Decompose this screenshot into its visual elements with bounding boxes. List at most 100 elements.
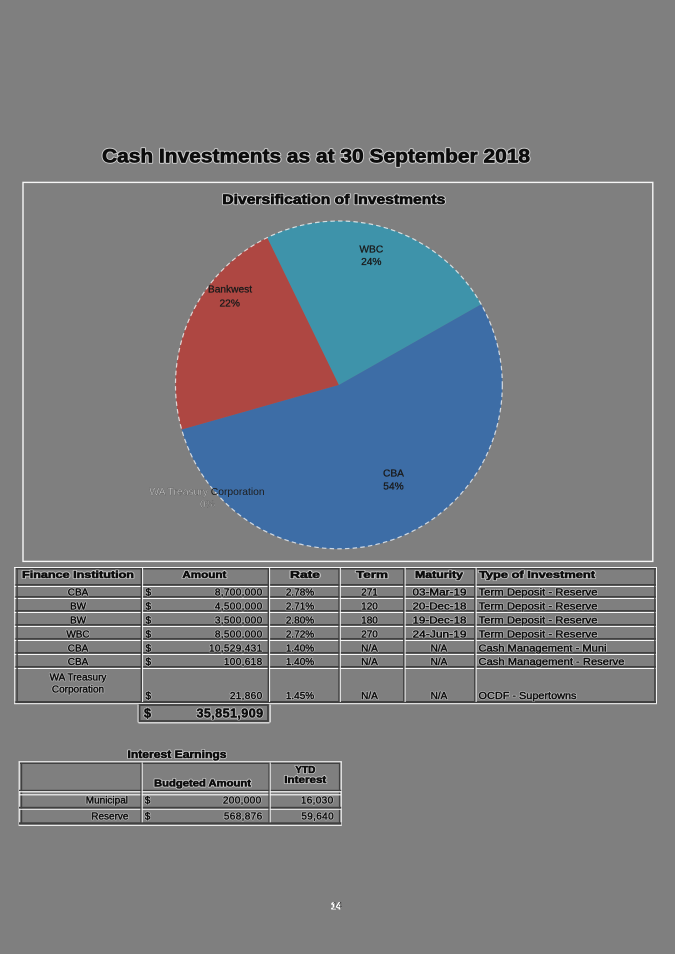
svg-text:2.80%: 2.80% [286,615,314,626]
svg-text:Reserve: Reserve [91,811,129,822]
svg-text:2.72%: 2.72% [286,629,314,640]
svg-text:100,618: 100,618 [224,657,263,668]
svg-text:Term Deposit - Reserve: Term Deposit - Reserve [479,601,598,612]
svg-text:2.80%: 2.80% [286,615,314,626]
svg-text:59,640: 59,640 [301,811,334,822]
svg-text:24-Jun-19: 24-Jun-19 [413,629,468,640]
svg-text:Finance Institution: Finance Institution [22,570,134,581]
svg-text:21,860: 21,860 [230,691,263,702]
svg-text:YTD: YTD [295,765,315,776]
svg-text:$: $ [146,691,152,702]
svg-text:19-Dec-18: 19-Dec-18 [413,615,467,626]
svg-text:N/A: N/A [431,643,448,654]
svg-text:N/A: N/A [431,691,448,702]
svg-text:Diversification of Investments: Diversification of Investments [222,192,445,207]
svg-text:59,640: 59,640 [301,811,334,822]
svg-text:Type of Investment: Type of Investment [479,570,596,581]
svg-text:$: $ [145,795,151,806]
svg-text:N/A: N/A [431,691,448,702]
svg-text:54%: 54% [383,482,403,493]
svg-text:120: 120 [361,601,378,612]
svg-text:$: $ [146,601,152,612]
svg-text:$: $ [144,707,151,721]
svg-text:19-Dec-18: 19-Dec-18 [413,615,467,626]
svg-text:CBA: CBA [68,657,89,668]
svg-text:20-Dec-18: 20-Dec-18 [413,601,467,612]
svg-text:$: $ [146,629,152,640]
svg-text:$: $ [145,795,151,806]
svg-text:$: $ [146,587,152,598]
svg-text:120: 120 [361,601,378,612]
svg-text:CBA: CBA [68,643,89,654]
svg-text:CBA: CBA [68,643,89,654]
svg-text:3,500,000: 3,500,000 [215,615,263,626]
svg-text:35,851,909: 35,851,909 [196,707,263,721]
svg-text:2.71%: 2.71% [286,601,314,612]
svg-text:Term: Term [356,570,388,581]
svg-text:Term Deposit - Reserve: Term Deposit - Reserve [479,615,598,626]
svg-text:1.40%: 1.40% [286,643,314,654]
svg-text:Municipal: Municipal [86,795,128,806]
svg-text:$: $ [146,615,152,626]
svg-text:180: 180 [361,615,378,626]
svg-text:N/A: N/A [361,643,378,654]
svg-text:$: $ [146,657,152,668]
svg-text:271: 271 [361,587,378,598]
svg-text:YTD: YTD [295,765,315,776]
svg-text:Budgeted Amount: Budgeted Amount [154,778,252,789]
svg-text:N/A: N/A [361,657,378,668]
svg-text:10,529,431: 10,529,431 [209,643,263,654]
svg-text:$: $ [145,811,151,822]
svg-text:Cash Management - Muni: Cash Management - Muni [479,643,607,654]
svg-text:Corporation: Corporation [52,685,104,696]
svg-text:Cash Investments as at 30 Sept: Cash Investments as at 30 September 2018 [102,146,530,168]
svg-text:3,500,000: 3,500,000 [215,615,263,626]
svg-text:16,030: 16,030 [301,795,334,806]
svg-text:BW: BW [70,615,87,626]
svg-text:CBA: CBA [383,469,404,480]
svg-text:1.45%: 1.45% [286,691,314,702]
svg-text:100,618: 100,618 [224,657,263,668]
svg-text:N/A: N/A [361,657,378,668]
svg-text:Corporation: Corporation [52,685,104,696]
svg-text:WBC: WBC [66,629,89,640]
svg-text:N/A: N/A [361,643,378,654]
svg-text:Amount: Amount [182,570,227,581]
svg-text:WA Treasury: WA Treasury [50,673,107,684]
svg-text:BW: BW [70,601,87,612]
svg-text:Term Deposit - Reserve: Term Deposit - Reserve [479,587,598,598]
svg-text:2.71%: 2.71% [286,601,314,612]
svg-text:20-Dec-18: 20-Dec-18 [413,601,467,612]
svg-text:$: $ [146,691,152,702]
svg-text:$: $ [146,601,152,612]
svg-text:Type of Investment: Type of Investment [479,570,596,581]
svg-text:Reserve: Reserve [91,811,129,822]
svg-text:N/A: N/A [431,657,448,668]
svg-text:568,876: 568,876 [224,811,263,822]
svg-text:8,500,000: 8,500,000 [215,629,263,640]
svg-text:14: 14 [332,900,342,910]
svg-text:Interest: Interest [284,775,327,786]
svg-text:BW: BW [70,601,87,612]
svg-text:Term Deposit - Reserve: Term Deposit - Reserve [479,601,598,612]
svg-text:1.45%: 1.45% [286,691,314,702]
svg-text:Term Deposit - Reserve: Term Deposit - Reserve [479,629,598,640]
svg-text:Finance Institution: Finance Institution [22,570,134,581]
svg-text:$: $ [145,811,151,822]
svg-text:2.78%: 2.78% [286,587,314,598]
svg-text:Bankwest: Bankwest [208,285,252,296]
svg-text:Cash Management - Reserve: Cash Management - Reserve [479,657,625,668]
svg-text:Term Deposit - Reserve: Term Deposit - Reserve [479,629,598,640]
svg-text:WA Treasury: WA Treasury [50,673,107,684]
svg-text:Rate: Rate [290,570,321,581]
svg-text:OCDF - Supertowns: OCDF - Supertowns [479,691,577,702]
svg-text:Interest Earnings: Interest Earnings [128,749,227,761]
svg-text:2.72%: 2.72% [286,629,314,640]
svg-text:22%: 22% [220,298,240,309]
svg-text:$: $ [146,629,152,640]
svg-text:35,851,909: 35,851,909 [196,707,263,721]
svg-text:Cash Investments as at 30 Sept: Cash Investments as at 30 September 2018 [102,146,530,168]
svg-text:Rate: Rate [290,570,321,581]
svg-text:1.40%: 1.40% [286,657,314,668]
svg-text:Term Deposit - Reserve: Term Deposit - Reserve [479,587,598,598]
